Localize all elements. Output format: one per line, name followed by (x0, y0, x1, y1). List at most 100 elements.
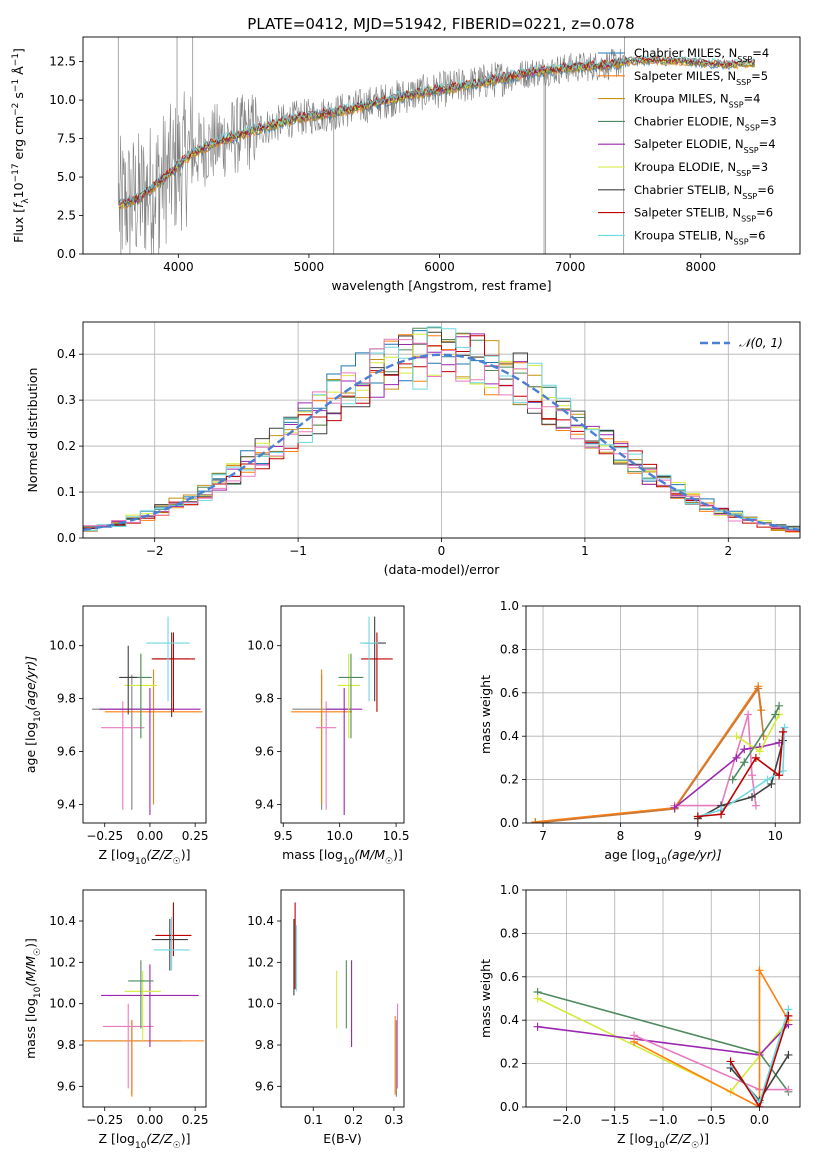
weight-marker (717, 810, 726, 819)
y-tick-label: 0.4 (500, 729, 519, 743)
y-tick-label: 10.0 (247, 639, 274, 653)
x-tick-label: −1.5 (600, 1113, 629, 1127)
x-tick-label: 0.1 (304, 1113, 323, 1127)
error-bar-point (83, 1020, 205, 1097)
error-bar-point (338, 653, 364, 739)
weight-marker (763, 775, 772, 784)
x-tick-label: 4000 (163, 260, 194, 274)
x-tick-label: 0.25 (182, 1113, 209, 1127)
weight-marker (775, 701, 784, 710)
y-tick-label: 9.8 (57, 1038, 76, 1052)
weight-series-line (697, 727, 786, 818)
figure-title: PLATE=0412, MJD=51942, FIBERID=0221, z=0… (247, 15, 634, 33)
weight-marker (740, 745, 749, 754)
legend-label: Kroupa ELODIE, NSSP=3 (634, 160, 768, 178)
y-tick-label: 0.1 (57, 485, 76, 499)
y-axis-label: mass weight (478, 959, 493, 1038)
weight-marker (740, 758, 749, 767)
y-tick-label: 0.0 (57, 531, 76, 545)
y-tick-label: 0.2 (500, 1057, 519, 1071)
legend: Chabrier MILES, NSSP=4 Salpeter MILES, NS… (598, 46, 777, 246)
error-bar-point (101, 964, 199, 1048)
y-tick-label: 10.0 (49, 997, 76, 1011)
error-bar-point (155, 902, 192, 957)
y-tick-label: 10.0 (49, 639, 76, 653)
y-tick-label: 10.2 (247, 955, 274, 969)
error-bar-point (119, 645, 138, 715)
plot-area (291, 616, 393, 816)
error-bar-point (146, 616, 190, 702)
y-tick-label: 10.0 (247, 997, 274, 1011)
y-tick-label: 9.6 (57, 745, 76, 759)
error-bar-point (102, 1003, 154, 1089)
y-tick-label: 9.6 (57, 1079, 76, 1093)
legend-label: 𝒩(0, 1) (739, 336, 783, 350)
y-tick-label: 10.4 (247, 914, 274, 928)
error-bar-point (315, 701, 337, 810)
weight-marker (780, 723, 789, 732)
y-tick-label: 10.2 (49, 955, 76, 969)
axes-frame (82, 36, 801, 255)
plot-area (83, 902, 205, 1097)
x-axis-label: wavelength [Angstrom, rest frame] (331, 278, 551, 293)
weight-series-line (732, 705, 780, 781)
legend-label: Chabrier MILES, NSSP=4 (634, 46, 769, 64)
error-bar-point (128, 960, 154, 1029)
spectrum-panel: 4000 5000 6000 7000 8000 0.0 2.5 5.0 7.5 10.0 12.5… (11, 36, 801, 293)
residual-histogram (83, 338, 800, 531)
error-bar-point (359, 616, 379, 702)
x-tick-label: 0.25 (182, 829, 209, 843)
weight-marker (775, 771, 784, 780)
y-tick-label: 12.5 (49, 55, 76, 69)
y-tick-label: 0.2 (57, 439, 76, 453)
weight-marker (784, 1085, 793, 1094)
x-axis-label: (data-model)/error (384, 562, 501, 577)
y-tick-label: 0.8 (500, 926, 519, 940)
plot-area (117, 37, 756, 254)
weight-marker (728, 775, 737, 784)
y-tick-label: 9.8 (255, 692, 274, 706)
y-tick-label: 7.5 (57, 132, 76, 146)
legend-label: Salpeter ELODIE, NSSP=4 (634, 137, 776, 155)
x-tick-label: 0.3 (384, 1113, 403, 1127)
error-bar-point (130, 653, 152, 739)
weight-marker (744, 710, 753, 719)
y-tick-label: 9.8 (57, 692, 76, 706)
y-tick-label: 0.0 (500, 816, 519, 830)
y-tick-label: 2.5 (57, 209, 76, 223)
x-tick-label: −0.25 (86, 1113, 123, 1127)
weight-marker (693, 812, 702, 821)
y-tick-label: 9.4 (57, 797, 76, 811)
weight-marker (751, 801, 760, 810)
weight-marker (533, 1022, 542, 1031)
x-tick-label: 6000 (424, 260, 455, 274)
legend-label: Chabrier STELIB, NSSP=6 (634, 183, 774, 201)
legend-label: Salpeter STELIB, NSSP=6 (634, 206, 773, 224)
x-tick-label: 8 (617, 829, 625, 843)
weight-marker (670, 803, 679, 812)
x-tick-label: 9.5 (274, 829, 293, 843)
weight-marker (778, 727, 787, 736)
weight-series-line (674, 741, 780, 809)
x-tick-label: 8000 (685, 260, 716, 274)
y-tick-label: 9.6 (255, 745, 274, 759)
error-bar-point (153, 916, 190, 971)
error-bar-point (92, 674, 172, 810)
weight-marker (726, 1057, 735, 1066)
weight-marker (630, 1037, 639, 1046)
weight-series-line (729, 1015, 790, 1107)
error-bar-point (104, 669, 203, 805)
legend-label: Chabrier ELODIE, NSSP=3 (634, 114, 777, 131)
weight-marker (748, 771, 757, 780)
error-bar-point (151, 632, 196, 712)
axes-frame (82, 605, 207, 824)
x-tick-label: −0.25 (86, 829, 123, 843)
error-bar-point (337, 653, 360, 739)
x-tick-label: 0.00 (137, 829, 164, 843)
weight-marker (751, 753, 760, 762)
weight-marker (778, 766, 787, 775)
y-tick-label: 1.0 (500, 883, 519, 897)
weight-marker (533, 994, 542, 1003)
y-tick-label: 5.0 (57, 170, 76, 184)
y-tick-label: 0.8 (500, 642, 519, 656)
